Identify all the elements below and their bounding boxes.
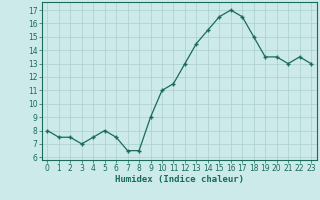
X-axis label: Humidex (Indice chaleur): Humidex (Indice chaleur): [115, 175, 244, 184]
